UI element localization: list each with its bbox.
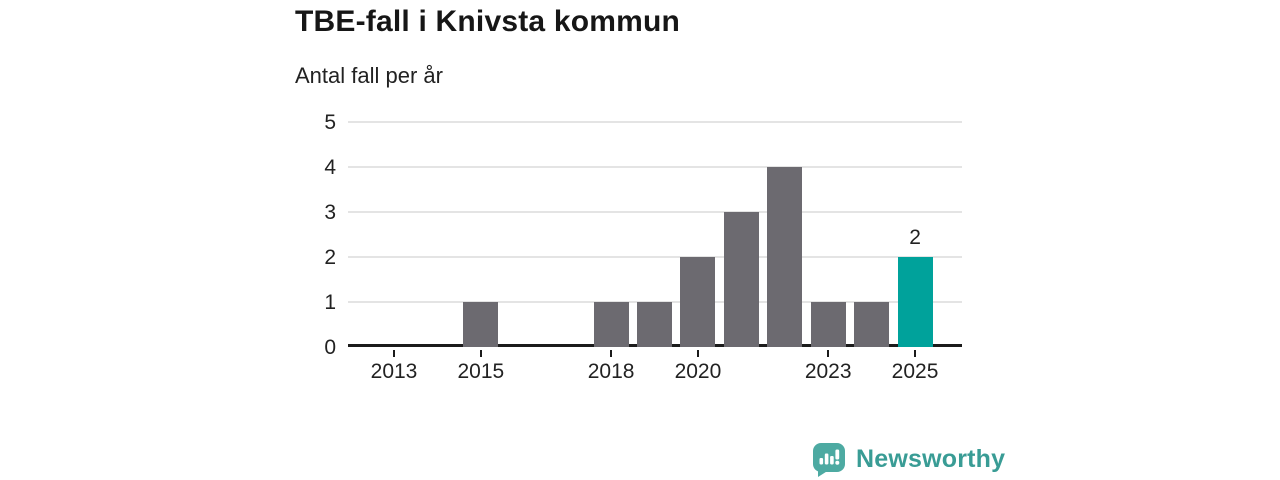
bar-2019: [637, 302, 673, 347]
bar-2018: [593, 302, 629, 347]
bar-2022: [767, 167, 803, 347]
y-axis-label-1: 1: [324, 291, 336, 314]
x-axis-tick-2020: [696, 350, 699, 357]
y-axis-label-0: 0: [324, 336, 336, 359]
gridline-1: [348, 301, 962, 303]
x-axis-label-2018: 2018: [587, 360, 635, 383]
plot-area: 0 1 2 3 4 5 2013 2015 2018 2020 2023 2025 2: [324, 111, 962, 383]
y-axis-label-3: 3: [324, 201, 336, 224]
chart-subtitle: Antal fall per år: [295, 63, 443, 88]
bar-2020: [680, 257, 716, 347]
gridline-2: [348, 256, 962, 258]
y-axis-label-4: 4: [324, 156, 336, 179]
newsworthy-logo-text: Newsworthy: [856, 445, 1006, 473]
gridline-3: [348, 211, 962, 213]
bar-2024: [854, 302, 890, 347]
bar-2021: [723, 212, 759, 347]
x-axis-tick-2025: [914, 350, 917, 357]
y-axis-label-2: 2: [324, 246, 336, 269]
bar-2025: [897, 257, 933, 347]
x-axis-label-2023: 2023: [804, 360, 852, 383]
bar-2015: [463, 302, 499, 347]
x-axis-tick-2013: [393, 350, 395, 357]
x-axis-label-2025: 2025: [891, 360, 939, 383]
newsworthy-logo-icon: [813, 443, 845, 477]
x-axis-label-2013: 2013: [370, 360, 418, 383]
bar-value-label: 2: [909, 226, 921, 249]
chart-title: TBE-fall i Knivsta kommun: [295, 5, 681, 38]
newsworthy-branding: Newsworthy: [812, 441, 1005, 478]
x-axis-tick-2023: [827, 350, 830, 357]
y-axis-label-5: 5: [324, 111, 336, 134]
x-axis-label-2020: 2020: [674, 360, 722, 383]
gridline-4: [348, 166, 962, 168]
x-axis-label-2015: 2015: [457, 360, 505, 383]
gridline-5: [348, 121, 962, 123]
x-axis-tick-2018: [610, 350, 613, 357]
bar-2023: [810, 302, 846, 347]
x-axis-tick-2015: [479, 350, 482, 357]
